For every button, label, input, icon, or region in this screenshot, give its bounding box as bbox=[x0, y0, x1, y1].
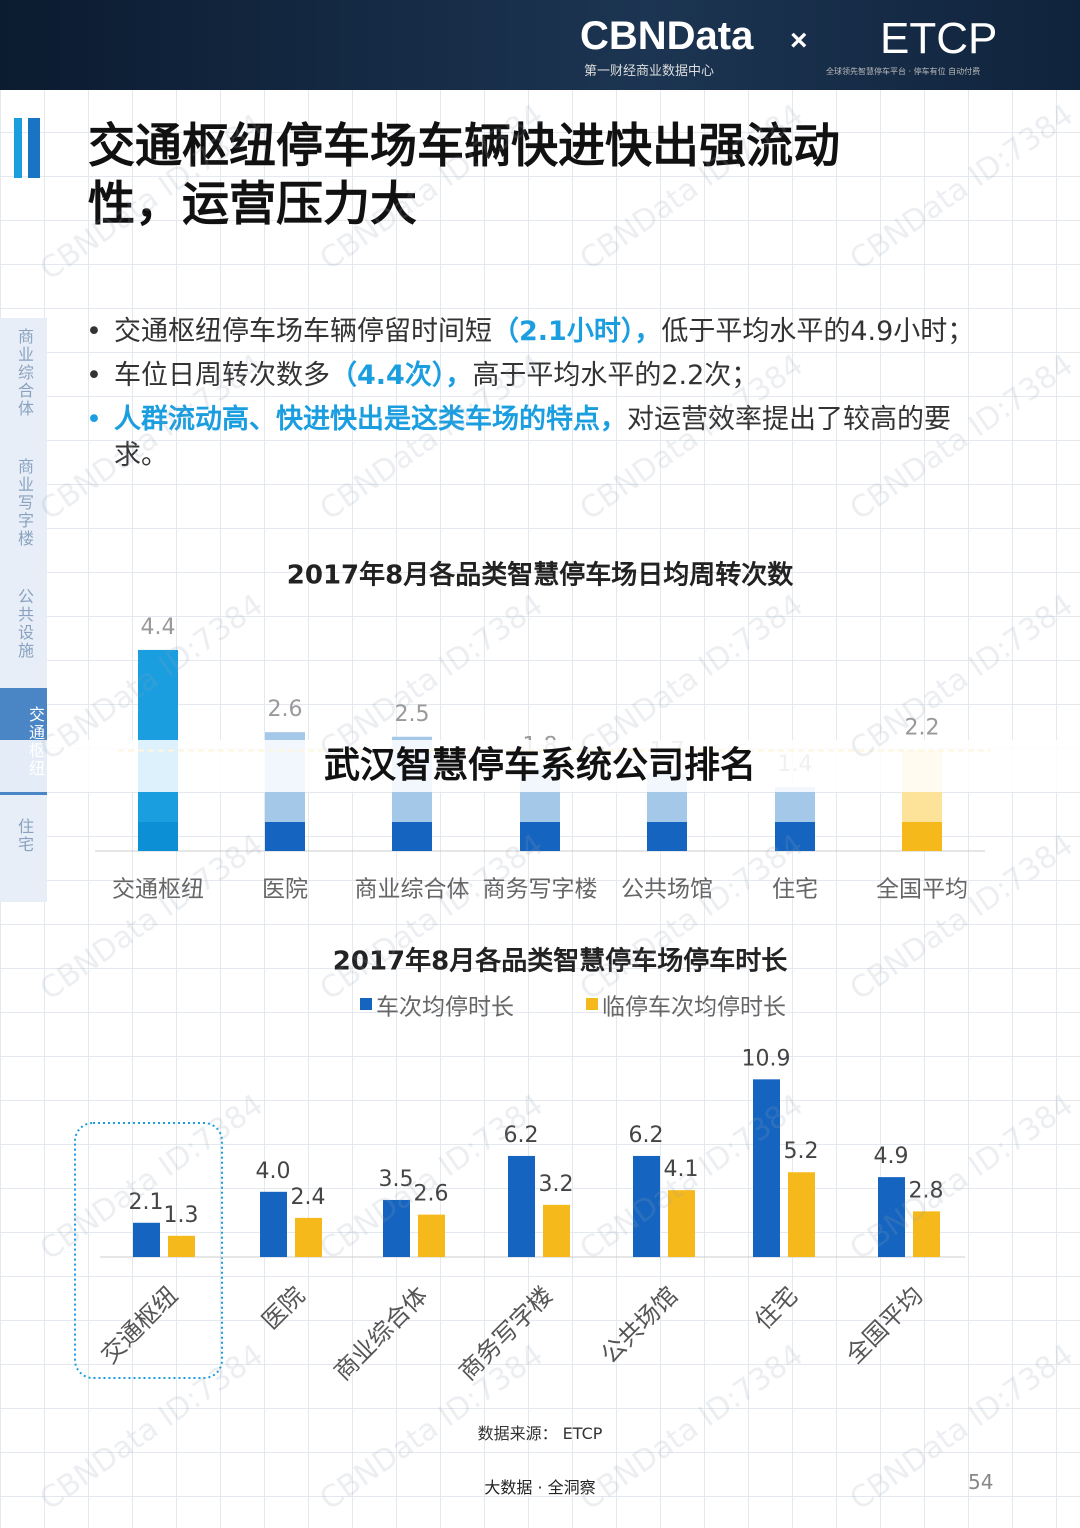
bullet-after: 对运营效率提出了较高的要求。 bbox=[114, 404, 951, 471]
value-label: 4.4 bbox=[141, 615, 176, 640]
category-label: 公共场馆 bbox=[621, 877, 713, 903]
bar bbox=[295, 1217, 322, 1257]
overlay-text: 武汉智慧停车系统公司排名 bbox=[0, 740, 1080, 792]
category-label: 交通枢纽 bbox=[96, 1281, 184, 1369]
highlight-box bbox=[74, 1122, 223, 1379]
category-label: 商业综合体 bbox=[355, 877, 470, 903]
bar bbox=[788, 1172, 815, 1257]
value-label: 2.4 bbox=[291, 1185, 326, 1210]
bullet-before: 车位日周转次数多 bbox=[114, 360, 330, 391]
bar-base bbox=[392, 822, 432, 851]
category-label: 全国平均 bbox=[876, 877, 968, 903]
legend-swatch bbox=[360, 998, 372, 1010]
bullet: 人群流动高、快进快出是这类车场的特点，对运营效率提出了较高的要求。 bbox=[86, 402, 996, 474]
legend-label: 车次均停时长 bbox=[376, 995, 514, 1021]
value-label: 10.9 bbox=[742, 1046, 791, 1071]
title: 交通枢纽停车场车辆快进快出强流动 性，运营压力大 bbox=[88, 118, 840, 234]
source: 数据来源： ETCP bbox=[477, 1424, 603, 1443]
chart-title: 2017年8月各品类智慧停车场停车时长 bbox=[333, 946, 788, 977]
category-label: 医院 bbox=[262, 877, 308, 903]
value-label: 3.2 bbox=[539, 1172, 574, 1197]
value-label: 2.6 bbox=[414, 1182, 449, 1207]
value-label: 2.5 bbox=[395, 702, 430, 727]
category-label: 医院 bbox=[256, 1281, 310, 1335]
bar bbox=[508, 1155, 535, 1257]
header: CBNData × ETCP 第一财经商业数据中心 全球领先智慧停车平台 · 停… bbox=[0, 0, 1080, 90]
bullet-after: 低于平均水平的4.9小时； bbox=[661, 316, 975, 347]
bar bbox=[913, 1211, 940, 1257]
category-label: 商业综合体 bbox=[329, 1281, 434, 1386]
bullet-highlight: （2.1小时）， bbox=[492, 316, 662, 347]
bar bbox=[418, 1214, 445, 1257]
sidebar-tab: 住宅 bbox=[15, 818, 34, 854]
partner: ETCP bbox=[880, 14, 998, 63]
bullet-highlight: 人群流动高、快进快出是这类车场的特点， bbox=[114, 404, 627, 435]
category-label: 公共场馆 bbox=[596, 1281, 684, 1369]
value-label: 2.2 bbox=[905, 715, 940, 740]
sidebar-tab: 商业综合体 bbox=[15, 328, 34, 418]
bullet-highlight: （4.4次）， bbox=[330, 360, 473, 391]
bar bbox=[168, 1235, 195, 1257]
value-label: 6.2 bbox=[504, 1123, 539, 1148]
category-label: 住宅 bbox=[772, 877, 818, 903]
accent bbox=[28, 118, 40, 178]
sidebar-tab: 商业写字楼 bbox=[15, 458, 34, 548]
value-label: 6.2 bbox=[629, 1123, 664, 1148]
sidebar-tab: 公共设施 bbox=[15, 588, 34, 660]
chart-title: 2017年8月各品类智慧停车场日均周转次数 bbox=[287, 560, 794, 591]
title-line: 交通枢纽停车场车辆快进快出强流动 bbox=[88, 119, 840, 174]
partner-sub: 全球领先智慧停车平台 · 停车有位 自动付费 bbox=[826, 67, 981, 76]
category-label: 交通枢纽 bbox=[112, 877, 204, 903]
bar bbox=[878, 1177, 905, 1257]
legend-swatch bbox=[586, 998, 598, 1010]
bar-base bbox=[265, 822, 305, 851]
category-label: 全国平均 bbox=[841, 1281, 929, 1369]
value-label: 2.8 bbox=[909, 1178, 944, 1203]
value-label: 3.5 bbox=[379, 1167, 414, 1192]
slogan: 大数据 · 全洞察 bbox=[484, 1478, 596, 1497]
value-label: 4.0 bbox=[256, 1159, 291, 1184]
accent bbox=[14, 118, 22, 178]
bar bbox=[260, 1191, 287, 1257]
bar-base bbox=[775, 822, 815, 851]
page-number: 54 bbox=[968, 1470, 994, 1494]
bar bbox=[668, 1190, 695, 1257]
bar-base bbox=[138, 822, 178, 851]
value-label: 2.6 bbox=[268, 697, 303, 722]
bar bbox=[633, 1155, 660, 1257]
bullet-before: 交通枢纽停车场车辆停留时间短 bbox=[114, 316, 492, 347]
bullet: 交通枢纽停车场车辆停留时间短（2.1小时），低于平均水平的4.9小时； bbox=[86, 314, 996, 350]
value-label: 4.9 bbox=[874, 1144, 909, 1169]
bar bbox=[753, 1079, 780, 1257]
brand-sub: 第一财经商业数据中心 bbox=[584, 64, 715, 79]
bar bbox=[133, 1222, 160, 1257]
legend-label: 临停车次均停时长 bbox=[602, 995, 786, 1021]
bar bbox=[383, 1199, 410, 1257]
value-label: 1.3 bbox=[164, 1203, 199, 1228]
category-label: 住宅 bbox=[749, 1281, 803, 1335]
value-label: 5.2 bbox=[784, 1139, 819, 1164]
value-label: 2.1 bbox=[129, 1190, 164, 1215]
bar-base bbox=[647, 822, 687, 851]
bar bbox=[543, 1204, 570, 1257]
value-label: 4.1 bbox=[664, 1157, 699, 1182]
bullet: 车位日周转次数多（4.4次），高于平均水平的2.2次； bbox=[86, 358, 996, 394]
title-line: 性，运营压力大 bbox=[88, 177, 417, 232]
cross: × bbox=[790, 24, 808, 57]
bar-base bbox=[520, 822, 560, 851]
bar-base bbox=[902, 822, 942, 851]
bullets: 交通枢纽停车场车辆停留时间短（2.1小时），低于平均水平的4.9小时； 车位日周转… bbox=[86, 314, 996, 482]
category-label: 商务写字楼 bbox=[483, 877, 598, 903]
brand: CBNData bbox=[580, 14, 754, 58]
bullet-after: 高于平均水平的2.2次； bbox=[472, 360, 759, 391]
